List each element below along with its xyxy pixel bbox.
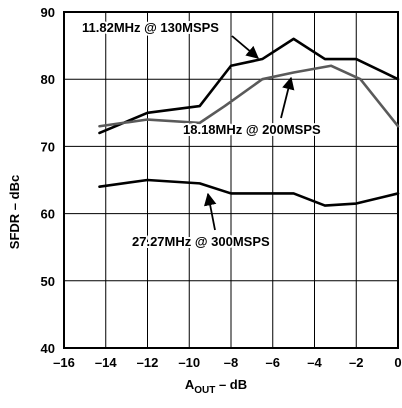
annotation-arrow-2	[280, 76, 295, 119]
series-line-1	[98, 37, 400, 135]
annotation-arrow-1	[231, 35, 259, 59]
series-annotation-halo: 11.82MHz @ 130MSPS	[82, 20, 219, 35]
grid	[63, 11, 399, 349]
x-axis-label-rest: – dB	[215, 377, 247, 392]
y-tick-label: 90	[41, 5, 55, 20]
series-line-2	[98, 64, 400, 128]
x-tick-label: –14	[95, 355, 117, 370]
x-tick-labels: –16 –14 –12 –10 –8 –6 –4 –2 0	[53, 355, 401, 370]
series-annotation-halo: 27.27MHz @ 300MSPS	[132, 234, 270, 249]
x-axis-label-main: A	[185, 377, 195, 392]
x-tick-label: –8	[224, 355, 238, 370]
annotation-arrow-3	[203, 192, 217, 231]
series-annotation-3: 27.27MHz @ 300MSPS	[132, 234, 270, 249]
x-tick-label: 0	[394, 355, 401, 370]
x-tick-label: –16	[53, 355, 75, 370]
series-annotation-2: 18.18MHz @ 200MSPS	[183, 122, 321, 137]
y-tick-labels: 40 50 60 70 80 90	[41, 5, 55, 356]
x-tick-label: –10	[178, 355, 200, 370]
series-annotation-1: 11.82MHz @ 130MSPS	[82, 20, 219, 35]
x-tick-label: –12	[137, 355, 159, 370]
x-tick-label: –4	[307, 355, 322, 370]
y-tick-label: 50	[41, 274, 55, 289]
y-axis-label: SFDR – dBc	[7, 175, 22, 249]
y-tick-label: 40	[41, 341, 55, 356]
x-tick-label: –6	[266, 355, 280, 370]
y-tick-label: 60	[41, 207, 55, 222]
x-axis-label-subscript: OUT	[194, 385, 215, 396]
series-line-3	[98, 178, 400, 207]
series-layer	[98, 37, 400, 207]
y-tick-label: 80	[41, 72, 55, 87]
x-tick-label: –2	[349, 355, 363, 370]
series-annotation-halo: 18.18MHz @ 200MSPS	[183, 122, 321, 137]
y-tick-label: 70	[41, 139, 55, 154]
plot-frame	[63, 11, 399, 349]
x-axis-label: AOUT – dB	[185, 377, 247, 396]
